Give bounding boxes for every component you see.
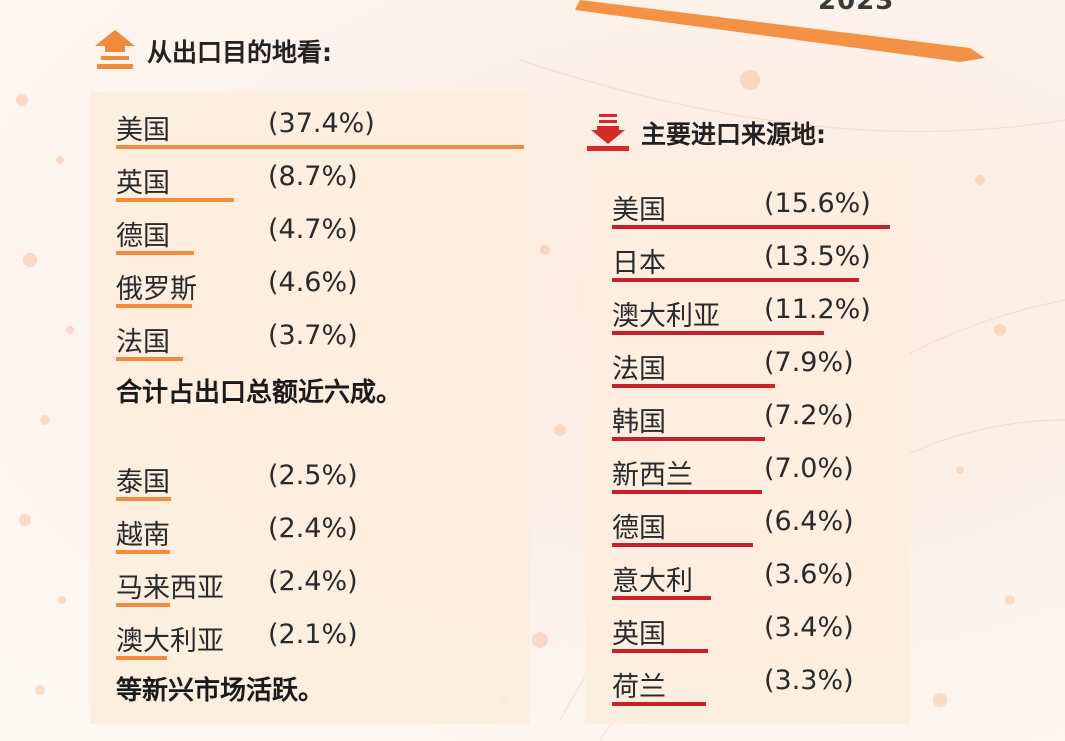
list-item: 澳大利亚 (2.1%) <box>116 611 526 664</box>
import-heading-text: 主要进口来源地: <box>641 120 826 149</box>
percentage-label: (2.4%) <box>268 566 358 597</box>
share-bar <box>612 543 753 547</box>
percentage-label: (2.1%) <box>268 619 358 650</box>
arrow-banner <box>575 0 985 62</box>
share-bar <box>116 198 234 202</box>
country-name: 荷兰 <box>612 672 666 703</box>
country-name: 德国 <box>612 513 666 544</box>
share-bar <box>612 384 775 388</box>
country-name: 美国 <box>116 115 170 146</box>
share-bar <box>612 278 859 282</box>
list-item: 美国 (15.6%) <box>612 180 902 233</box>
country-name: 韩国 <box>612 407 666 438</box>
list-item: 英国 (3.4%) <box>612 604 902 657</box>
percentage-label: (2.5%) <box>268 460 358 491</box>
up-arrow-icon <box>95 30 135 69</box>
percentage-label: (15.6%) <box>764 188 871 219</box>
percentage-label: (13.5%) <box>764 241 871 272</box>
export-panel <box>90 92 530 724</box>
percentage-label: (4.6%) <box>268 267 358 298</box>
share-bar <box>612 702 706 706</box>
down-arrow-icon <box>587 114 629 151</box>
country-name: 法国 <box>612 354 666 385</box>
list-item: 泰国 (2.5%) <box>116 452 526 505</box>
country-name: 泰国 <box>116 467 170 498</box>
list-item: 美国 (37.4%) <box>116 100 526 153</box>
country-name: 法国 <box>116 327 170 358</box>
list-item: 法国 (7.9%) <box>612 339 902 392</box>
country-name: 俄罗斯 <box>116 274 197 305</box>
import-panel <box>585 164 910 724</box>
share-bar <box>116 656 167 660</box>
list-item: 意大利 (3.6%) <box>612 551 902 604</box>
percentage-label: (3.4%) <box>764 612 854 643</box>
percentage-label: (8.7%) <box>268 161 358 192</box>
percentage-label: (3.6%) <box>764 559 854 590</box>
list-item: 俄罗斯 (4.6%) <box>116 259 526 312</box>
share-bar <box>116 251 194 255</box>
share-bar <box>612 490 762 494</box>
country-name: 美国 <box>612 195 666 226</box>
share-bar <box>116 497 171 501</box>
list-item: 新西兰 (7.0%) <box>612 445 902 498</box>
country-name: 意大利 <box>612 566 693 597</box>
list-item: 英国 (8.7%) <box>116 153 526 206</box>
list-item: 荷兰 (3.3%) <box>612 657 902 710</box>
share-bar <box>116 603 170 607</box>
share-bar <box>116 357 183 361</box>
percentage-label: (11.2%) <box>764 294 871 325</box>
share-bar <box>116 145 524 149</box>
list-item: 马来西亚 (2.4%) <box>116 558 526 611</box>
percentage-label: (7.9%) <box>764 347 854 378</box>
export-heading: 从出口目的地看: <box>93 30 332 72</box>
percentage-label: (6.4%) <box>764 506 854 537</box>
share-bar <box>612 225 890 229</box>
country-name: 英国 <box>612 619 666 650</box>
country-name: 新西兰 <box>612 460 693 491</box>
export-heading-text: 从出口目的地看: <box>147 38 332 67</box>
percentage-label: (2.4%) <box>268 513 358 544</box>
share-bar <box>116 550 170 554</box>
percentage-label: (3.3%) <box>764 665 854 696</box>
export-summary-bottom: 等新兴市场活跃。 <box>116 676 325 706</box>
percentage-label: (7.0%) <box>764 453 854 484</box>
country-name: 马来西亚 <box>116 573 224 604</box>
list-item: 德国 (6.4%) <box>612 498 902 551</box>
import-heading: 主要进口来源地: <box>585 114 826 152</box>
country-name: 德国 <box>116 221 170 252</box>
percentage-label: (37.4%) <box>268 108 375 139</box>
country-name: 越南 <box>116 520 170 551</box>
list-item: 法国 (3.7%) <box>116 312 526 365</box>
share-bar <box>612 437 765 441</box>
share-bar <box>612 649 708 653</box>
share-bar <box>612 331 824 335</box>
list-item: 韩国 (7.2%) <box>612 392 902 445</box>
list-item: 德国 (4.7%) <box>116 206 526 259</box>
share-bar <box>612 596 711 600</box>
year-label: 2023 <box>818 0 895 16</box>
list-item: 澳大利亚 (11.2%) <box>612 286 902 339</box>
country-name: 澳大利亚 <box>612 301 720 332</box>
percentage-label: (3.7%) <box>268 320 358 351</box>
list-item: 越南 (2.4%) <box>116 505 526 558</box>
country-name: 澳大利亚 <box>116 626 224 657</box>
export-summary-top: 合计占出口总额近六成。 <box>116 378 403 408</box>
country-name: 日本 <box>612 248 666 279</box>
percentage-label: (4.7%) <box>268 214 358 245</box>
list-item: 日本 (13.5%) <box>612 233 902 286</box>
country-name: 英国 <box>116 168 170 199</box>
share-bar <box>116 304 192 308</box>
percentage-label: (7.2%) <box>764 400 854 431</box>
